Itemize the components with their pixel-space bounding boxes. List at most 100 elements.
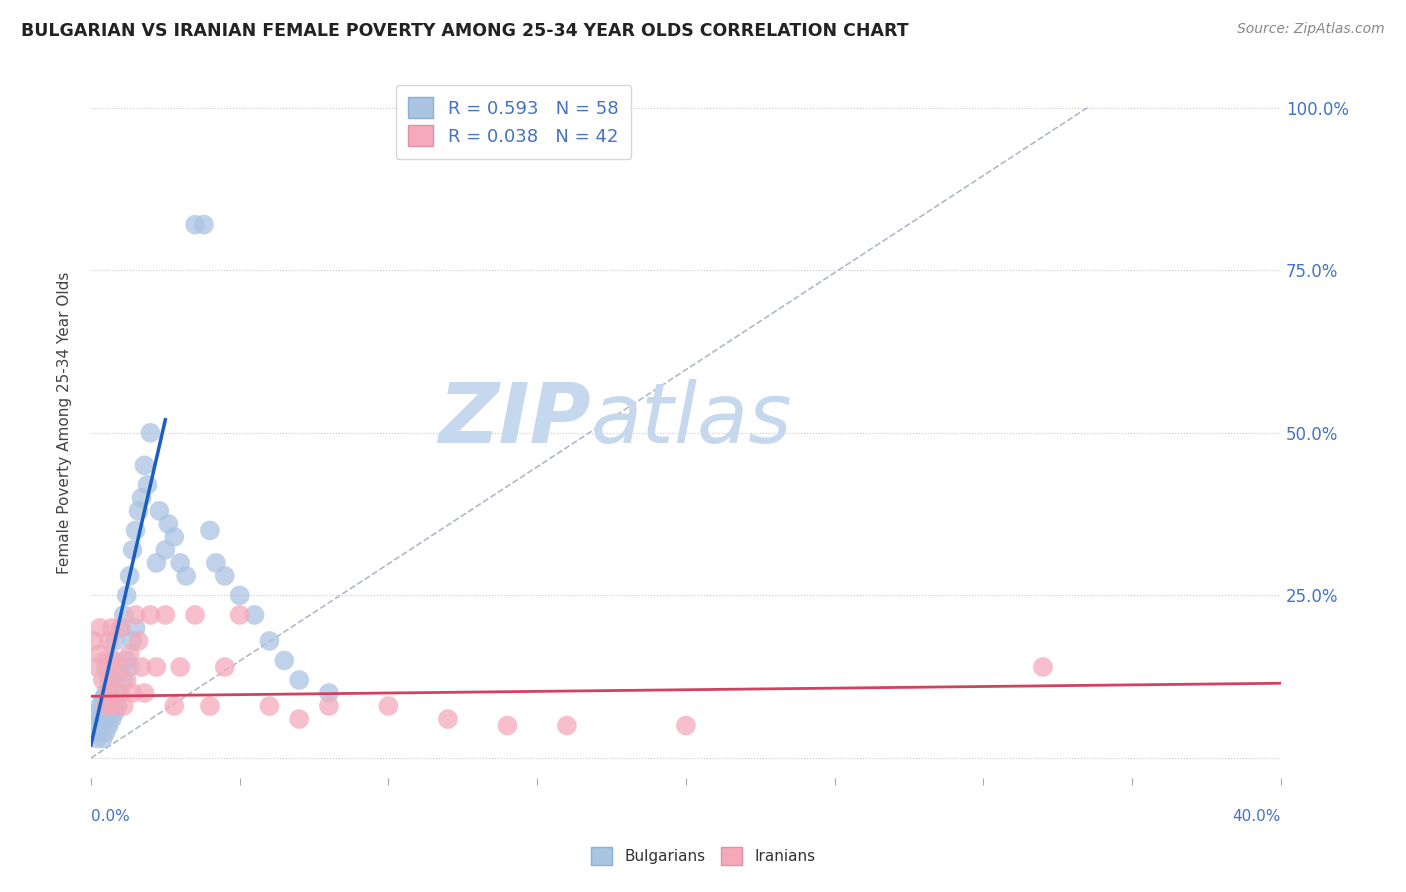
Text: BULGARIAN VS IRANIAN FEMALE POVERTY AMONG 25-34 YEAR OLDS CORRELATION CHART: BULGARIAN VS IRANIAN FEMALE POVERTY AMON…	[21, 22, 908, 40]
Point	[273, 653, 295, 667]
Point	[110, 686, 132, 700]
Point	[131, 660, 153, 674]
Point	[89, 647, 111, 661]
Point	[193, 218, 215, 232]
Legend: Bulgarians, Iranians: Bulgarians, Iranians	[585, 841, 821, 871]
Point	[91, 731, 114, 746]
Point	[1032, 660, 1054, 674]
Point	[100, 653, 122, 667]
Point	[555, 718, 578, 732]
Point	[107, 698, 129, 713]
Point	[145, 556, 167, 570]
Point	[112, 607, 135, 622]
Point	[110, 660, 132, 674]
Text: ZIP: ZIP	[439, 379, 591, 460]
Point	[83, 718, 105, 732]
Point	[112, 673, 135, 687]
Point	[100, 692, 122, 706]
Point	[97, 718, 120, 732]
Point	[83, 634, 105, 648]
Point	[128, 634, 150, 648]
Point	[86, 660, 108, 674]
Point	[115, 673, 138, 687]
Point	[139, 607, 162, 622]
Point	[243, 607, 266, 622]
Point	[121, 542, 143, 557]
Point	[131, 491, 153, 505]
Point	[155, 607, 177, 622]
Point	[139, 425, 162, 440]
Point	[318, 686, 340, 700]
Point	[259, 698, 281, 713]
Point	[228, 607, 250, 622]
Point	[157, 516, 180, 531]
Point	[97, 634, 120, 648]
Point	[163, 698, 186, 713]
Point	[174, 569, 197, 583]
Point	[134, 686, 156, 700]
Point	[288, 712, 311, 726]
Point	[169, 556, 191, 570]
Point	[94, 653, 117, 667]
Point	[89, 621, 111, 635]
Point	[86, 706, 108, 720]
Point	[89, 725, 111, 739]
Point	[100, 673, 122, 687]
Point	[104, 698, 127, 713]
Point	[118, 569, 141, 583]
Point	[91, 673, 114, 687]
Point	[107, 686, 129, 700]
Point	[134, 458, 156, 473]
Point	[100, 621, 122, 635]
Point	[94, 686, 117, 700]
Text: 0.0%: 0.0%	[91, 809, 129, 824]
Point	[89, 712, 111, 726]
Point	[112, 698, 135, 713]
Point	[118, 660, 141, 674]
Point	[184, 607, 207, 622]
Point	[94, 712, 117, 726]
Point	[86, 731, 108, 746]
Point	[89, 698, 111, 713]
Point	[259, 634, 281, 648]
Point	[318, 698, 340, 713]
Point	[100, 712, 122, 726]
Point	[145, 660, 167, 674]
Point	[94, 698, 117, 713]
Legend: R = 0.593   N = 58, R = 0.038   N = 42: R = 0.593 N = 58, R = 0.038 N = 42	[395, 85, 631, 159]
Point	[97, 686, 120, 700]
Text: 40.0%: 40.0%	[1233, 809, 1281, 824]
Point	[104, 634, 127, 648]
Y-axis label: Female Poverty Among 25-34 Year Olds: Female Poverty Among 25-34 Year Olds	[58, 272, 72, 574]
Point	[198, 698, 221, 713]
Point	[155, 542, 177, 557]
Point	[124, 607, 146, 622]
Point	[377, 698, 399, 713]
Point	[118, 647, 141, 661]
Point	[124, 621, 146, 635]
Point	[214, 660, 236, 674]
Point	[169, 660, 191, 674]
Text: atlas: atlas	[591, 379, 793, 460]
Point	[148, 504, 170, 518]
Point	[496, 718, 519, 732]
Point	[228, 589, 250, 603]
Point	[124, 524, 146, 538]
Point	[184, 218, 207, 232]
Point	[128, 504, 150, 518]
Point	[97, 673, 120, 687]
Point	[675, 718, 697, 732]
Point	[205, 556, 228, 570]
Point	[437, 712, 460, 726]
Point	[91, 692, 114, 706]
Point	[110, 621, 132, 635]
Point	[91, 718, 114, 732]
Point	[107, 666, 129, 681]
Point	[104, 706, 127, 720]
Point	[121, 686, 143, 700]
Point	[97, 698, 120, 713]
Point	[115, 653, 138, 667]
Point	[136, 478, 159, 492]
Point	[94, 660, 117, 674]
Point	[214, 569, 236, 583]
